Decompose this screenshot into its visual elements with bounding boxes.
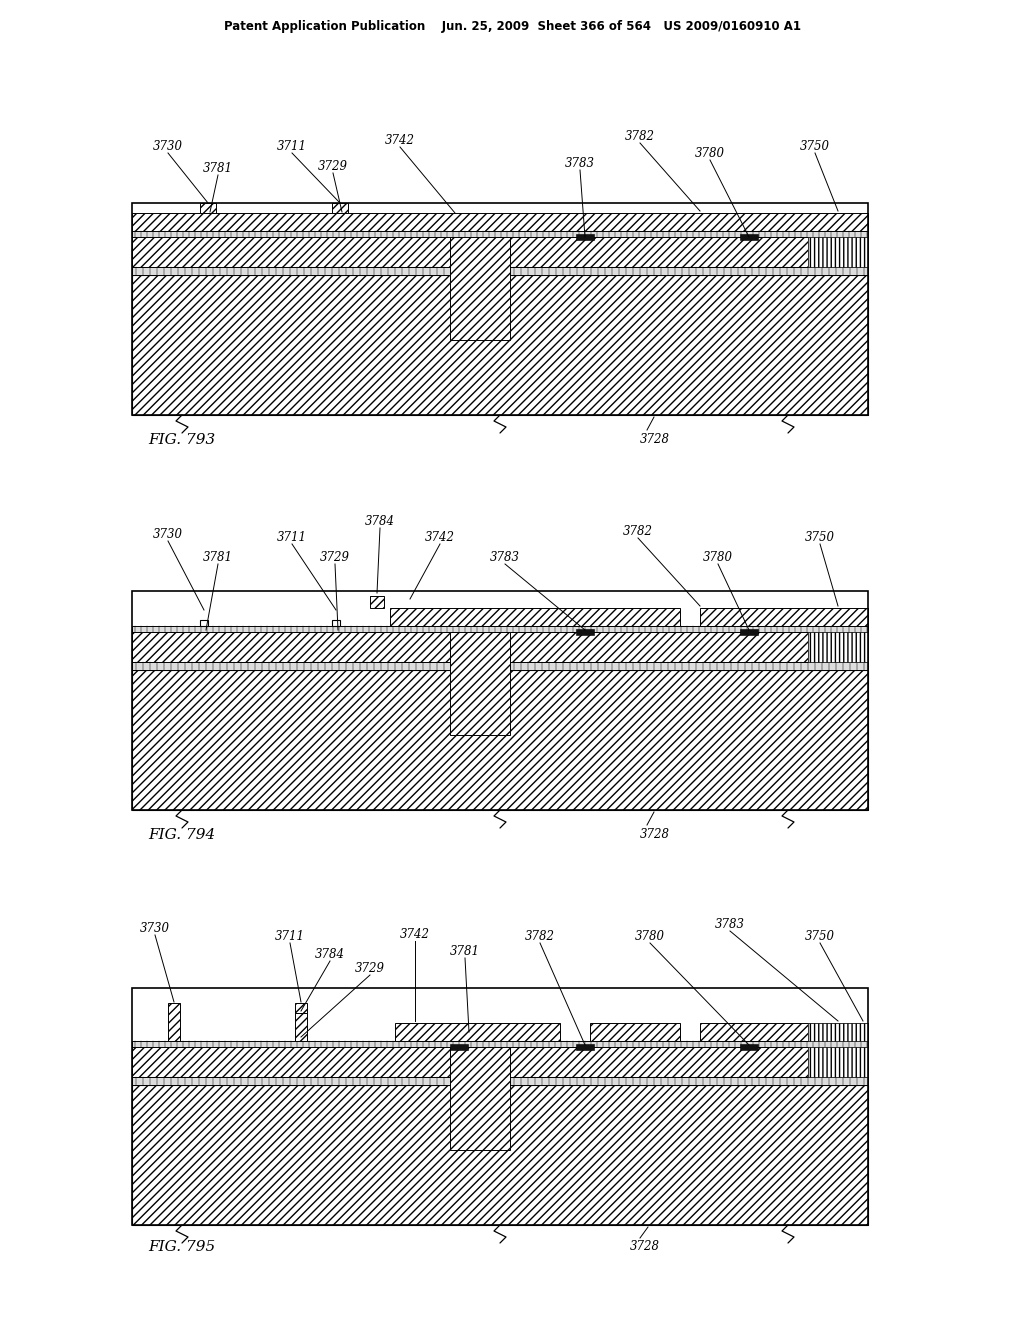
Text: 3729: 3729 <box>318 160 348 173</box>
Text: 3730: 3730 <box>140 921 170 935</box>
Bar <box>132 238 450 267</box>
Text: 3783: 3783 <box>715 917 745 931</box>
Bar <box>590 1023 680 1041</box>
Bar <box>132 267 868 275</box>
Text: 3711: 3711 <box>278 140 307 153</box>
Bar <box>132 1077 868 1085</box>
Bar <box>132 1041 868 1047</box>
Bar <box>132 213 868 231</box>
Text: FIG. 794: FIG. 794 <box>148 828 215 842</box>
Text: 3782: 3782 <box>623 525 653 539</box>
Text: 3711: 3711 <box>278 531 307 544</box>
Bar <box>450 632 510 735</box>
Bar <box>740 1044 758 1049</box>
Bar <box>132 591 868 810</box>
Text: 3781: 3781 <box>450 945 480 958</box>
Text: FIG. 795: FIG. 795 <box>148 1239 215 1254</box>
Text: 3782: 3782 <box>625 129 655 143</box>
Bar <box>132 987 868 1225</box>
Bar <box>510 1047 868 1077</box>
Bar <box>132 203 868 414</box>
Bar <box>132 626 868 632</box>
Bar <box>200 620 208 626</box>
Text: Patent Application Publication    Jun. 25, 2009  Sheet 366 of 564   US 2009/0160: Patent Application Publication Jun. 25, … <box>223 20 801 33</box>
Text: 3742: 3742 <box>400 928 430 941</box>
Bar <box>575 234 594 240</box>
Text: 3783: 3783 <box>490 550 520 564</box>
Text: 3729: 3729 <box>319 550 350 564</box>
Text: 3711: 3711 <box>275 931 305 942</box>
Bar <box>700 1023 868 1041</box>
Bar <box>390 609 680 626</box>
Text: 3728: 3728 <box>640 828 670 841</box>
Text: FIG. 793: FIG. 793 <box>148 433 215 447</box>
Text: 3729: 3729 <box>355 962 385 975</box>
Bar <box>808 632 868 663</box>
Bar <box>808 632 868 663</box>
Bar <box>450 1044 468 1049</box>
Bar <box>808 1023 868 1041</box>
Bar <box>450 238 510 341</box>
Bar <box>132 632 450 663</box>
Bar <box>295 1003 307 1012</box>
Text: 3742: 3742 <box>385 135 415 147</box>
Text: 3750: 3750 <box>800 140 830 153</box>
Text: 3730: 3730 <box>153 140 183 153</box>
Text: 3728: 3728 <box>640 433 670 446</box>
Bar <box>740 234 758 240</box>
Bar <box>740 630 758 635</box>
Bar <box>200 203 216 213</box>
Bar <box>370 597 384 609</box>
Bar <box>450 1047 510 1150</box>
Text: 3780: 3780 <box>703 550 733 564</box>
Bar <box>132 1047 450 1077</box>
Bar <box>700 609 868 626</box>
Bar <box>575 1044 594 1049</box>
Text: 3783: 3783 <box>565 157 595 170</box>
Bar <box>295 1012 307 1041</box>
Bar <box>808 1047 868 1077</box>
Bar <box>132 1085 868 1225</box>
Bar <box>510 238 868 267</box>
Bar <box>808 238 868 267</box>
Text: 3782: 3782 <box>525 931 555 942</box>
Text: 3730: 3730 <box>153 528 183 541</box>
Bar <box>132 671 868 810</box>
Bar <box>395 1023 560 1041</box>
Bar <box>132 275 868 414</box>
Text: 3728: 3728 <box>630 1239 660 1253</box>
Text: 3750: 3750 <box>805 531 835 544</box>
Bar <box>510 632 868 663</box>
Bar <box>808 238 868 267</box>
Bar <box>332 203 348 213</box>
Bar <box>575 630 594 635</box>
Bar <box>808 1023 868 1041</box>
Bar <box>808 1047 868 1077</box>
Bar <box>168 1003 180 1041</box>
Text: 3784: 3784 <box>315 948 345 961</box>
Text: 3742: 3742 <box>425 531 455 544</box>
Text: 3780: 3780 <box>695 147 725 160</box>
Text: 3780: 3780 <box>635 931 665 942</box>
Text: 3784: 3784 <box>365 515 395 528</box>
Bar <box>132 231 868 238</box>
Text: 3781: 3781 <box>203 550 233 564</box>
Bar <box>132 663 868 671</box>
Bar <box>332 620 340 626</box>
Text: 3781: 3781 <box>203 162 233 176</box>
Text: 3750: 3750 <box>805 931 835 942</box>
